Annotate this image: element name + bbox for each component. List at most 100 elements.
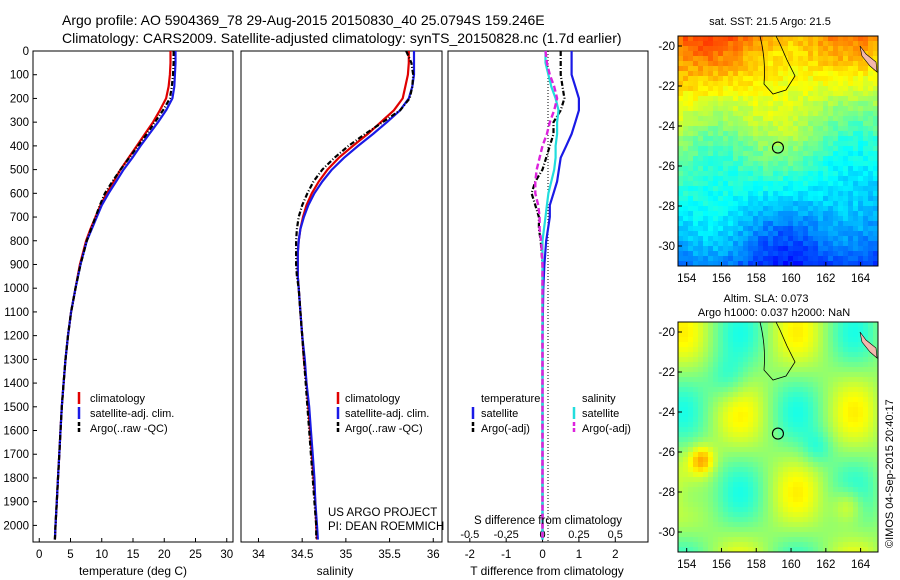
heatmap-cell: [708, 226, 714, 232]
heatmap-cell: [723, 171, 729, 177]
heatmap-cell: [698, 492, 704, 498]
heatmap-cell: [873, 246, 879, 252]
heatmap-cell: [718, 367, 724, 373]
heatmap-cell: [848, 56, 854, 62]
heatmap-cell: [773, 547, 779, 553]
heatmap-cell: [743, 76, 749, 82]
heatmap-cell: [793, 171, 799, 177]
heatmap-cell: [678, 216, 684, 222]
heatmap-cell: [798, 452, 804, 458]
heatmap-cell: [733, 407, 739, 413]
heatmap-cell: [823, 56, 829, 62]
heatmap-cell: [733, 171, 739, 177]
x-tick-label: 10: [95, 549, 108, 561]
heatmap-cell: [738, 106, 744, 112]
heatmap-cell: [778, 512, 784, 518]
heatmap-cell: [788, 246, 794, 252]
heatmap-cell: [708, 136, 714, 142]
heatmap-cell: [698, 91, 704, 97]
heatmap-cell: [688, 176, 694, 182]
heatmap-cell: [683, 251, 689, 257]
heatmap-cell: [718, 477, 724, 483]
heatmap-cell: [848, 322, 854, 328]
heatmap-cell: [708, 377, 714, 383]
heatmap-cell: [708, 161, 714, 167]
heatmap-cell: [713, 221, 719, 227]
lon-tick-label: 162: [816, 559, 835, 571]
heatmap-cell: [758, 527, 764, 533]
heatmap-cell: [793, 427, 799, 433]
heatmap-cell: [768, 96, 774, 102]
heatmap-cell: [763, 226, 769, 232]
heatmap-cell: [813, 81, 819, 87]
heatmap-cell: [793, 111, 799, 117]
heatmap-cell: [833, 81, 839, 87]
heatmap-cell: [843, 106, 849, 112]
heatmap-cell: [688, 116, 694, 122]
heatmap-cell: [838, 251, 844, 257]
heatmap-cell: [843, 191, 849, 197]
depth-tick-label: 1400: [3, 378, 29, 390]
heatmap-cell: [853, 382, 859, 388]
heatmap-cell: [778, 382, 784, 388]
heatmap-cell: [698, 532, 704, 538]
heatmap-cell: [838, 186, 844, 192]
heatmap-cell: [828, 437, 834, 443]
heatmap-cell: [763, 512, 769, 518]
heatmap-cell: [848, 86, 854, 92]
heatmap-cell: [838, 402, 844, 408]
heatmap-cell: [863, 236, 869, 242]
heatmap-cell: [843, 236, 849, 242]
heatmap-cell: [848, 472, 854, 478]
heatmap-cell: [873, 472, 879, 478]
heatmap-cell: [758, 457, 764, 463]
heatmap-cell: [853, 342, 859, 348]
heatmap-cell: [768, 191, 774, 197]
heatmap-cell: [793, 141, 799, 147]
heatmap-cell: [743, 81, 749, 87]
heatmap-cell: [753, 362, 759, 368]
heatmap-cell: [813, 256, 819, 262]
heatmap-cell: [728, 517, 734, 523]
heatmap-cell: [803, 181, 809, 187]
heatmap-cell: [738, 502, 744, 508]
heatmap-cell: [688, 196, 694, 202]
heatmap-cell: [748, 166, 754, 172]
heatmap-cell: [838, 206, 844, 212]
heatmap-cell: [828, 141, 834, 147]
heatmap-cell: [858, 136, 864, 142]
heatmap-cell: [828, 547, 834, 553]
heatmap-cell: [678, 106, 684, 112]
heatmap-cell: [773, 76, 779, 82]
heatmap-cell: [768, 111, 774, 117]
heatmap-cell: [738, 467, 744, 473]
heatmap-cell: [763, 372, 769, 378]
heatmap-cell: [778, 221, 784, 227]
heatmap-cell: [683, 397, 689, 403]
heatmap-cell: [743, 497, 749, 503]
heatmap-cell: [863, 507, 869, 513]
heatmap-cell: [808, 66, 814, 72]
heatmap-cell: [798, 402, 804, 408]
heatmap-cell: [748, 382, 754, 388]
heatmap-cell: [698, 226, 704, 232]
heatmap-cell: [763, 121, 769, 127]
heatmap-cell: [803, 327, 809, 333]
heatmap-cell: [863, 327, 869, 333]
heatmap-cell: [758, 472, 764, 478]
heatmap-cell: [838, 352, 844, 358]
heatmap-cell: [823, 322, 829, 328]
heatmap-cell: [758, 347, 764, 353]
heatmap-cell: [693, 467, 699, 473]
heatmap-cell: [683, 126, 689, 132]
heatmap-cell: [733, 91, 739, 97]
heatmap-cell: [698, 181, 704, 187]
heatmap-cell: [858, 532, 864, 538]
heatmap-cell: [808, 472, 814, 478]
heatmap-cell: [693, 527, 699, 533]
heatmap-cell: [753, 422, 759, 428]
heatmap-cell: [723, 126, 729, 132]
heatmap-cell: [683, 136, 689, 142]
heatmap-cell: [843, 352, 849, 358]
heatmap-cell: [833, 542, 839, 548]
